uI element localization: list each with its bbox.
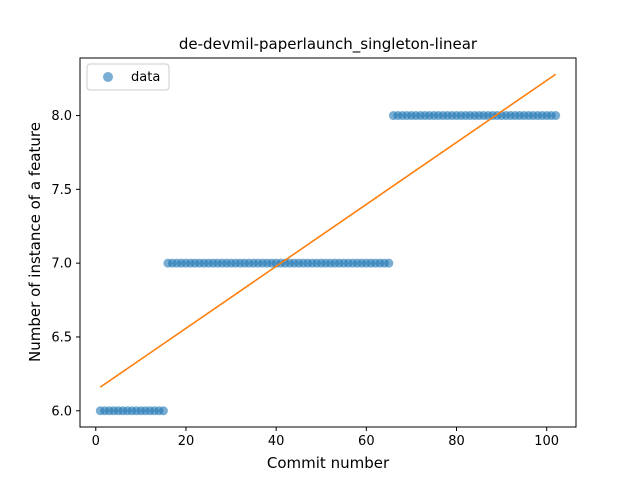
y-tick-label: 6.5 [51, 330, 72, 345]
data-point [384, 258, 394, 268]
y-tick-label: 7.5 [51, 183, 72, 198]
y-tick-label: 7.0 [51, 257, 72, 272]
legend-box [86, 63, 170, 91]
y-tick-label: 8.0 [51, 109, 72, 124]
fit-line [99, 73, 557, 388]
x-axis-ticks: 0 20 40 60 80 100 [92, 427, 559, 449]
legend: data [86, 63, 170, 91]
x-tick-label: 60 [358, 434, 375, 449]
x-axis-title: Commit number [267, 454, 390, 472]
y-axis-ticks: 6.0 6.5 7.0 7.5 8.0 [51, 109, 80, 419]
x-tick-label: 100 [534, 434, 559, 449]
x-tick-label: 80 [448, 434, 465, 449]
chart-title: de-devmil-paperlaunch_singleton-linear [179, 35, 478, 54]
x-tick-label: 20 [178, 434, 195, 449]
data-point [158, 406, 168, 416]
y-axis-title: Number of instance of a feature [26, 122, 44, 362]
plot-area [95, 73, 561, 416]
x-tick-label: 0 [92, 434, 100, 449]
legend-label-data: data [131, 70, 160, 85]
y-tick-label: 6.0 [51, 404, 72, 419]
legend-marker-data [103, 72, 113, 82]
plot-frame [79, 57, 577, 428]
data-point [551, 111, 561, 121]
x-tick-label: 40 [268, 434, 285, 449]
